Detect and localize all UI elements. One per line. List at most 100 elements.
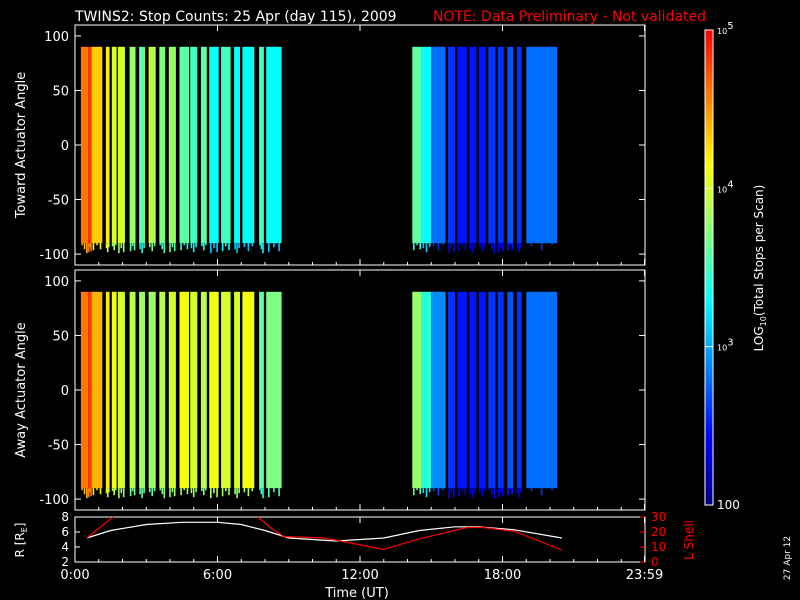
heatmap-tail [481,488,484,497]
heatmap-tail [186,488,189,495]
heatmap-tail [278,243,280,252]
heatmap-tail [428,243,431,248]
xlabel-time: Time (UT) [324,586,389,600]
heatmap-column [190,46,198,244]
heatmap-column [469,46,477,244]
heatmap-tail [106,488,109,498]
heatmap-tail [422,243,425,249]
heatmap-tail [273,243,275,248]
ylabel-toward: Toward Actuator Angle [14,72,29,219]
heatmap-column [168,46,176,244]
heatmap-tail [90,488,92,497]
heatmap-tail [483,243,486,247]
heatmap-column [91,46,103,244]
colorbar-label-sub: 10 [759,316,768,326]
heatmap-tail [192,488,195,498]
heatmap-tail [96,488,98,491]
heatmap-tail [99,243,102,250]
heatmap-tail [450,488,453,494]
heatmap-column [457,291,467,489]
heatmap-column [497,46,504,244]
heatmap-tail [139,488,141,495]
heatmap-tail [236,243,238,254]
heatmap-tail [437,243,440,251]
heatmap-tail [450,243,453,249]
heatmap-tail [81,488,83,491]
heatmap-tail [221,488,224,497]
heatmap-column [431,291,446,489]
heatmap-tail [133,488,136,496]
heatmap-tail [163,243,166,254]
heatmap-tail [111,488,114,492]
ylabel-radius-end: ] [13,523,27,528]
y-tick-label: 50 [52,84,69,99]
heatmap-tail [151,243,153,252]
heatmap-tail [210,243,212,254]
y-tick-label: -50 [48,194,69,209]
heatmap-tail [139,243,141,250]
heatmap-tail [203,243,205,251]
heatmap-tail [213,488,215,494]
heatmap-tail [501,243,504,252]
heatmap-tail [530,243,533,247]
y-tick-label: 0 [61,139,69,154]
heatmap-column [221,291,231,489]
heatmap-tail [551,243,553,246]
heatmap-tail [228,243,230,251]
heatmap-column [431,46,446,244]
heatmap-tail [501,488,504,497]
heatmap-tail [151,488,153,497]
y-tick-label: 50 [52,329,69,344]
colorbar-tick-label: 105 [717,21,734,36]
heatmap-tail [458,243,460,252]
heatmap-tail [511,488,513,495]
heatmap-tail [86,488,88,499]
heatmap-tail [432,243,435,247]
heatmap-column [516,46,522,244]
heatmap-tail [89,488,91,493]
y-tick-label: -100 [39,493,69,508]
heatmap-tail [425,243,428,253]
right-tick-label: 10 [651,540,666,554]
heatmap-column [159,46,166,244]
heatmap-tail [518,243,520,253]
heatmap-tail [171,488,174,493]
heatmap-column [497,291,504,489]
heatmap-tail [479,488,481,493]
heatmap-column [478,291,486,489]
heatmap-tail [118,488,120,499]
heatmap-tail [210,488,212,499]
heatmap-tail [432,488,435,492]
heatmap-tail [213,243,215,249]
heatmap-tail [428,488,431,493]
heatmap-tail [540,488,543,496]
heatmap-tail [87,488,90,498]
heatmap-column [412,46,422,244]
heatmap-tail [247,488,250,497]
heatmap-column [266,291,282,489]
heatmap-tail [519,488,522,493]
heatmap-column [507,291,514,489]
heatmap-tail [120,243,123,249]
heatmap-tail [425,488,428,498]
heatmap-tail [115,243,117,246]
heatmap-column [234,291,240,489]
heatmap-tail [234,488,236,495]
heatmap-tail [516,488,519,494]
lshell-line [86,516,114,539]
heatmap-tail [216,488,218,498]
heatmap-tail [183,243,185,246]
heatmap-column [221,46,231,244]
heatmap-tail [488,488,491,491]
heatmap-tail [120,488,123,494]
heatmap-tail [153,488,156,492]
heatmap-tail [260,488,263,495]
heatmap-tail [448,243,450,254]
heatmap-tail [479,243,481,248]
heatmap-tail [171,243,174,248]
heatmap-tail [461,243,463,247]
heatmap-tail [203,488,205,496]
heatmap-tail [183,488,185,491]
heatmap-column [88,291,92,489]
heatmap-tail [89,243,91,248]
